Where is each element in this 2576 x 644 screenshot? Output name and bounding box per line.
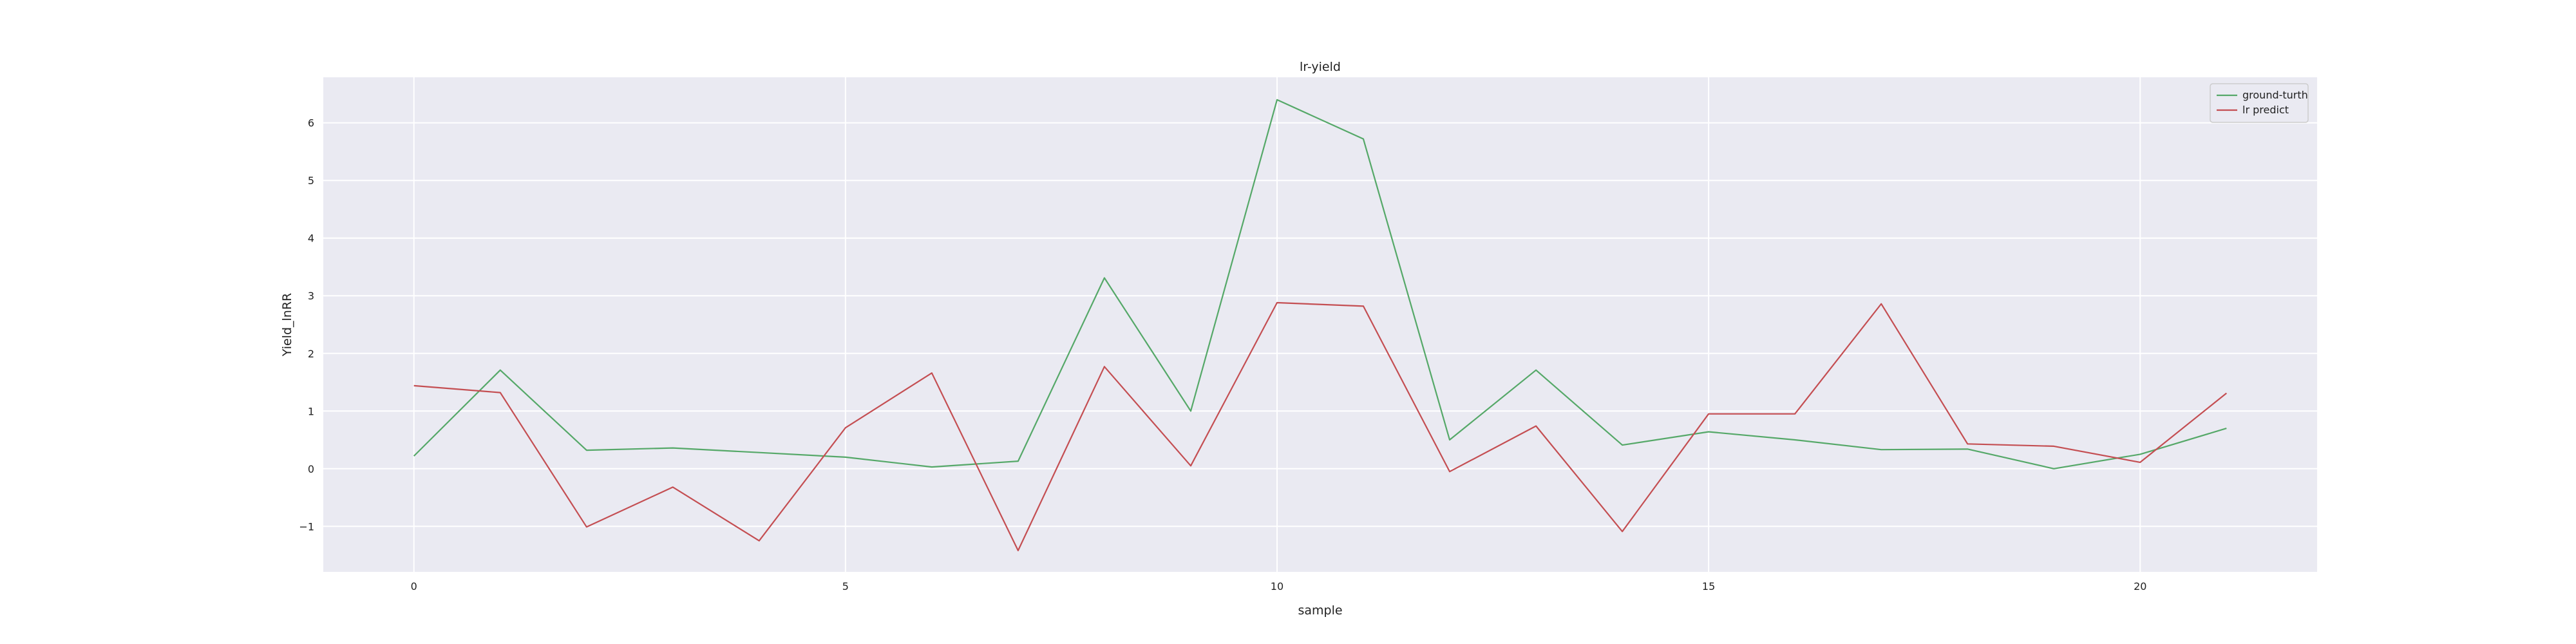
y-tick-label: −1 [299,520,314,533]
y-axis-title: Yield_lnRR [280,293,294,357]
x-tick-label: 5 [842,580,849,592]
y-tick-label: 4 [308,232,314,245]
series-line-ground-truth [413,99,2227,469]
x-axis-title: sample [1298,603,1342,618]
x-axis-ticks: 0 5 10 15 20 [411,580,2147,592]
plot-area [323,77,2317,572]
x-tick-label: 0 [411,580,417,592]
chart-title: lr-yield [1300,60,1341,74]
y-tick-label: 1 [308,405,314,417]
series-lines [413,99,2227,552]
legend-box [2210,83,2309,123]
x-tick-label: 15 [1702,580,1715,592]
x-tick-label: 10 [1271,580,1283,592]
legend-label: lr predict [2242,104,2289,116]
y-tick-label: 6 [308,117,314,129]
legend-label: ground-turth [2242,89,2308,101]
x-tick-label: 20 [2134,580,2146,592]
y-tick-label: 3 [308,290,314,302]
y-tick-label: 5 [308,175,314,187]
legend: ground-turth lr predict [2210,83,2309,123]
y-tick-label: 2 [308,348,314,360]
series-line-lr-predict [413,301,2227,552]
y-axis-ticks: −1 0 1 2 3 4 5 6 [299,117,314,533]
grid-lines [323,77,2317,572]
y-tick-label: 0 [308,463,314,475]
